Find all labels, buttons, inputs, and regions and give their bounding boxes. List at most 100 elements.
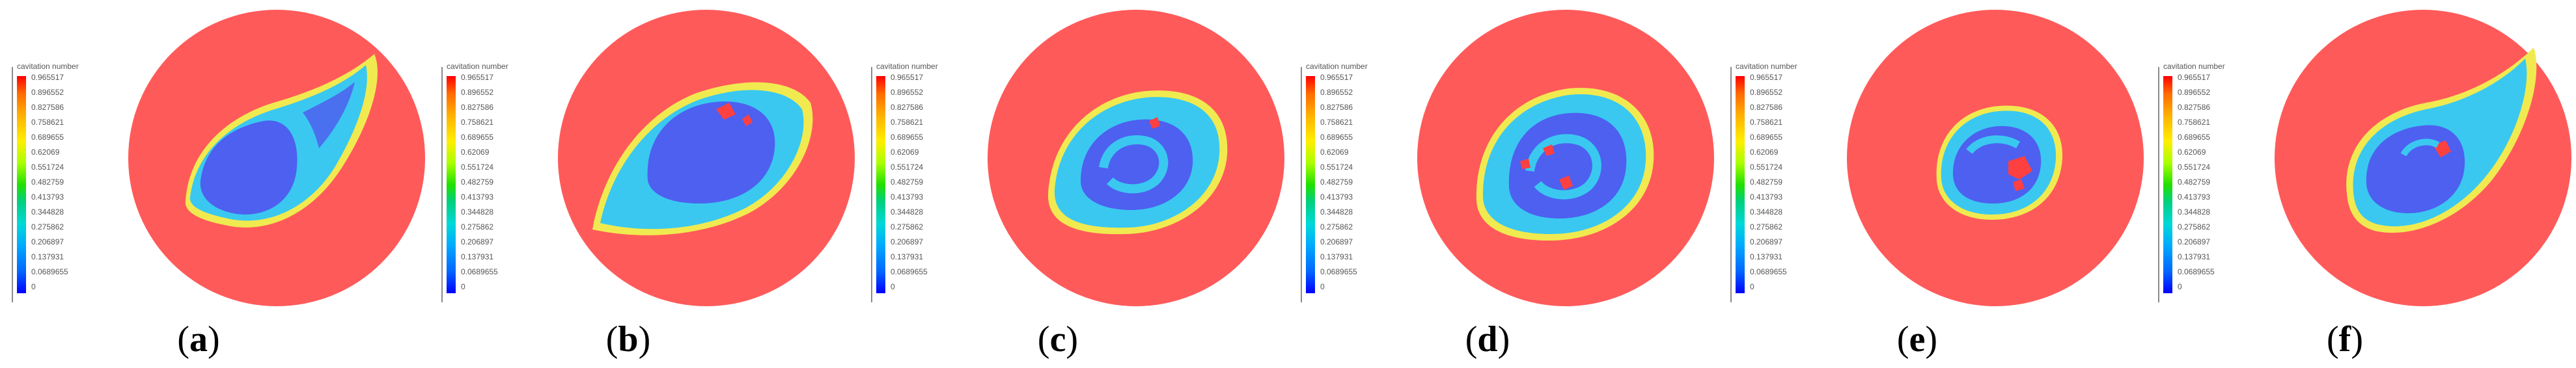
cavitation-contour-c-icon — [988, 10, 1284, 306]
legend-tick: 0.896552 — [1750, 88, 1783, 97]
legend-tick: 0.137931 — [31, 252, 64, 261]
legend-tick: 0.965517 — [2178, 73, 2211, 82]
legend-tick: 0.206897 — [2178, 237, 2211, 246]
legend-tick: 0.0689655 — [1320, 267, 1357, 276]
legend-tick: 0.137931 — [891, 252, 924, 261]
legend-tick: 0.896552 — [1320, 88, 1353, 97]
legend-tick: 0.0689655 — [31, 267, 68, 276]
colorbar-legend: cavitation number 0.965517 0.896552 0.82… — [441, 62, 552, 309]
legend-title: cavitation number — [447, 62, 508, 71]
colorbar — [1736, 76, 1745, 293]
panel-caption: (c) — [1037, 319, 1079, 360]
legend-tick: 0.206897 — [1320, 237, 1353, 246]
legend-tick: 0 — [1320, 282, 1325, 291]
legend-divider — [871, 67, 872, 302]
legend-tick: 0.0689655 — [891, 267, 928, 276]
legend-tick: 0.413793 — [2178, 192, 2211, 202]
legend-tick: 0.551724 — [2178, 163, 2211, 172]
colorbar-legend: cavitation number 0.965517 0.896552 0.82… — [1730, 62, 1841, 309]
legend-tick: 0.413793 — [1320, 192, 1353, 202]
cavitation-contour-d-icon — [1417, 10, 1714, 306]
cavitation-contour-f-icon — [2275, 10, 2571, 306]
legend-tick: 0.758621 — [2178, 118, 2211, 127]
legend-tick: 0.689655 — [1320, 133, 1353, 142]
legend-tick: 0.758621 — [31, 118, 64, 127]
legend-tick: 0.758621 — [1750, 118, 1783, 127]
legend-tick: 0.344828 — [461, 207, 494, 217]
legend-tick: 0.206897 — [891, 237, 924, 246]
legend-tick: 0.482759 — [1750, 177, 1783, 187]
panel-f: cavitation number 0.965517 0.896552 0.82… — [2146, 0, 2576, 368]
legend-tick: 0 — [891, 282, 895, 291]
legend-tick: 0.965517 — [1320, 73, 1353, 82]
panel-e: cavitation number 0.965517 0.896552 0.82… — [1719, 0, 2148, 368]
legend-tick: 0.275862 — [1750, 222, 1783, 231]
legend-tick: 0.275862 — [891, 222, 924, 231]
legend-tick: 0.413793 — [1750, 192, 1783, 202]
legend-tick: 0.758621 — [461, 118, 494, 127]
legend-tick: 0.965517 — [891, 73, 924, 82]
legend-title: cavitation number — [2163, 62, 2225, 71]
legend-divider — [441, 67, 443, 302]
legend-tick: 0.896552 — [891, 88, 924, 97]
legend-tick: 0.0689655 — [461, 267, 498, 276]
legend-tick: 0 — [461, 282, 465, 291]
legend-tick: 0 — [2178, 282, 2182, 291]
panel-a: cavitation number 0.965517 0.896552 0.82… — [0, 0, 430, 368]
legend-tick: 0.206897 — [31, 237, 64, 246]
legend-tick: 0.896552 — [461, 88, 494, 97]
colorbar — [2163, 76, 2172, 293]
legend-tick: 0.413793 — [461, 192, 494, 202]
legend-tick: 0.827586 — [2178, 103, 2211, 112]
legend-tick: 0.275862 — [461, 222, 494, 231]
legend-divider — [2158, 67, 2159, 302]
legend-tick: 0.482759 — [891, 177, 924, 187]
legend-tick: 0.206897 — [1750, 237, 1783, 246]
legend-tick: 0.275862 — [31, 222, 64, 231]
legend-tick: 0.827586 — [461, 103, 494, 112]
legend-tick: 0.689655 — [1750, 133, 1783, 142]
legend-title: cavitation number — [1306, 62, 1368, 71]
legend-tick: 0.551724 — [461, 163, 494, 172]
colorbar-legend: cavitation number 0.965517 0.896552 0.82… — [1301, 62, 1411, 309]
legend-tick: 0.689655 — [461, 133, 494, 142]
legend-divider — [1301, 67, 1302, 302]
legend-tick: 0 — [1750, 282, 1754, 291]
legend-tick: 0.275862 — [2178, 222, 2211, 231]
legend-tick: 0.0689655 — [2178, 267, 2215, 276]
legend-tick: 0.62069 — [2178, 148, 2206, 157]
legend-tick: 0.965517 — [1750, 73, 1783, 82]
legend-tick: 0.137931 — [1750, 252, 1783, 261]
legend-tick: 0.827586 — [1320, 103, 1353, 112]
colorbar — [876, 76, 885, 293]
legend-title: cavitation number — [17, 62, 79, 71]
legend-tick: 0.413793 — [891, 192, 924, 202]
colorbar — [17, 76, 26, 293]
legend-tick: 0.0689655 — [1750, 267, 1787, 276]
legend-tick: 0.62069 — [1320, 148, 1349, 157]
colorbar-legend: cavitation number 0.965517 0.896552 0.82… — [871, 62, 982, 309]
legend-title: cavitation number — [876, 62, 938, 71]
legend-tick: 0.482759 — [461, 177, 494, 187]
legend-tick: 0.965517 — [461, 73, 494, 82]
legend-tick: 0.275862 — [1320, 222, 1353, 231]
legend-tick: 0.137931 — [2178, 252, 2211, 261]
legend-tick: 0.344828 — [1750, 207, 1783, 217]
legend-divider — [12, 67, 13, 302]
legend-tick: 0.137931 — [461, 252, 494, 261]
panel-b: cavitation number 0.965517 0.896552 0.82… — [430, 0, 859, 368]
legend-title: cavitation number — [1736, 62, 1797, 71]
legend-tick: 0.827586 — [891, 103, 924, 112]
legend-tick: 0.344828 — [891, 207, 924, 217]
legend-tick: 0.482759 — [2178, 177, 2211, 187]
panel-d: cavitation number 0.965517 0.896552 0.82… — [1289, 0, 1719, 368]
legend-tick: 0.344828 — [2178, 207, 2211, 217]
panel-caption: (e) — [1896, 319, 1938, 360]
legend-tick: 0.62069 — [1750, 148, 1779, 157]
legend-tick: 0 — [31, 282, 36, 291]
legend-tick: 0.482759 — [1320, 177, 1353, 187]
legend-tick: 0.551724 — [31, 163, 64, 172]
legend-tick: 0.62069 — [891, 148, 919, 157]
legend-tick: 0.689655 — [891, 133, 924, 142]
legend-tick: 0.758621 — [891, 118, 924, 127]
